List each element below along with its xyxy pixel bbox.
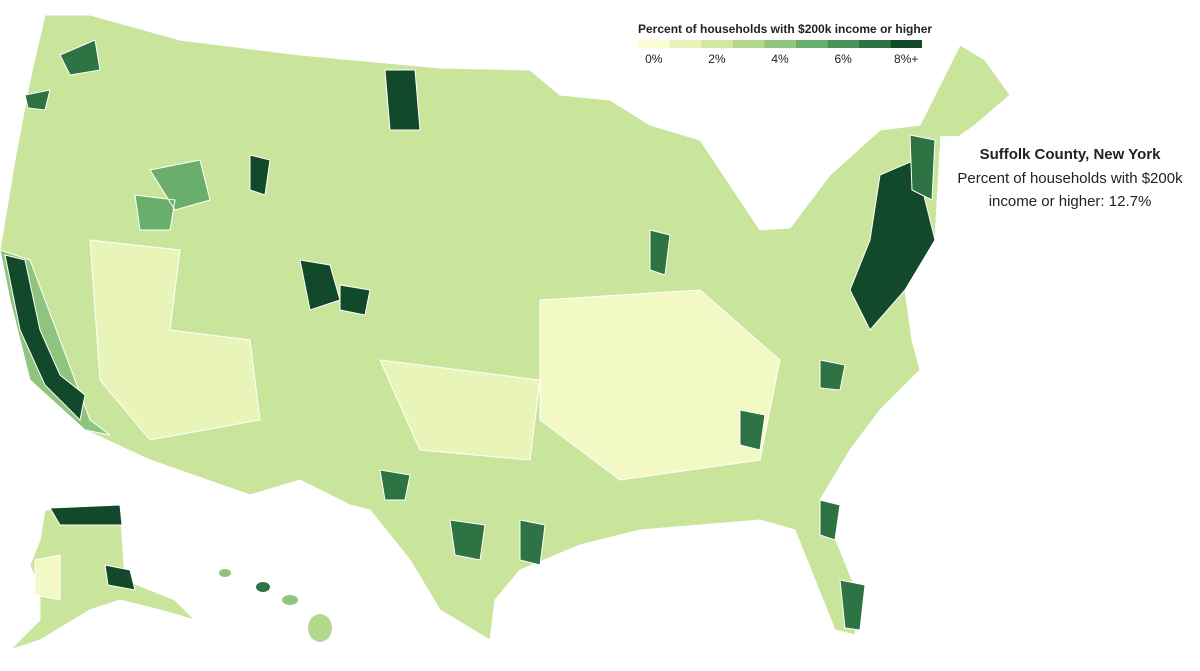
region: [379, 359, 541, 461]
legend-swatch: [638, 40, 670, 48]
island: [219, 569, 231, 577]
region: [89, 239, 261, 441]
us-map[interactable]: [0, 14, 1011, 641]
alaska[interactable]: [9, 504, 197, 651]
tooltip-text: Percent of households with $200k income …: [957, 170, 1183, 210]
island: [282, 595, 298, 605]
region: [909, 134, 936, 201]
tooltip: Suffolk County, New York Percent of hous…: [940, 136, 1200, 224]
region: [34, 554, 61, 601]
tooltip-title: Suffolk County, New York: [979, 146, 1161, 163]
island: [308, 614, 332, 642]
legend-swatch: [764, 40, 796, 48]
region: [4, 254, 86, 422]
island: [256, 582, 270, 592]
legend-tick-label: 0%: [645, 52, 663, 66]
legend-title: Percent of households with $200k income …: [638, 22, 932, 36]
hawaii[interactable]: [219, 569, 332, 642]
region: [379, 229, 866, 631]
legend-swatch: [732, 40, 765, 48]
region: [249, 69, 421, 316]
legend-tick-label: 8%+: [894, 52, 918, 66]
legend-tick-label: 2%: [708, 52, 726, 66]
legend-swatch: [890, 40, 922, 48]
region: [134, 159, 211, 231]
alaska-shape[interactable]: [9, 504, 197, 651]
legend-swatch: [858, 40, 891, 48]
region: [49, 504, 136, 591]
legend-tick-label: 6%: [834, 52, 852, 66]
legend: 0% 2% 4% 6% 8%+: [638, 40, 922, 66]
region: [539, 289, 781, 481]
legend-swatch: [669, 40, 702, 48]
legend-swatch: [827, 40, 859, 48]
legend-swatch: [795, 40, 828, 48]
region: [24, 39, 841, 541]
legend-swatch: [701, 40, 733, 48]
legend-tick-label: 4%: [771, 52, 789, 66]
